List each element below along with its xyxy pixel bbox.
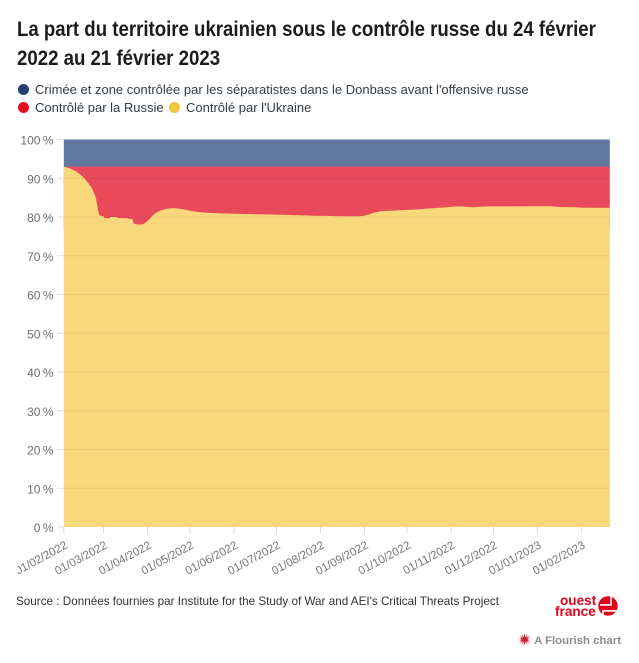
svg-text:90 %: 90 %	[27, 172, 54, 186]
svg-text:60 %: 60 %	[27, 289, 54, 303]
svg-text:70 %: 70 %	[27, 250, 54, 264]
svg-text:10 %: 10 %	[27, 482, 54, 496]
svg-text:france: france	[555, 604, 596, 618]
svg-text:80 %: 80 %	[27, 211, 54, 225]
svg-text:30 %: 30 %	[27, 405, 54, 419]
svg-text:0 %: 0 %	[34, 521, 54, 535]
svg-text:40 %: 40 %	[27, 366, 54, 380]
svg-text:ouest: ouest	[560, 593, 597, 608]
svg-text:50 %: 50 %	[27, 327, 54, 341]
svg-text:20 %: 20 %	[27, 444, 54, 458]
svg-text:100 %: 100 %	[20, 134, 53, 148]
